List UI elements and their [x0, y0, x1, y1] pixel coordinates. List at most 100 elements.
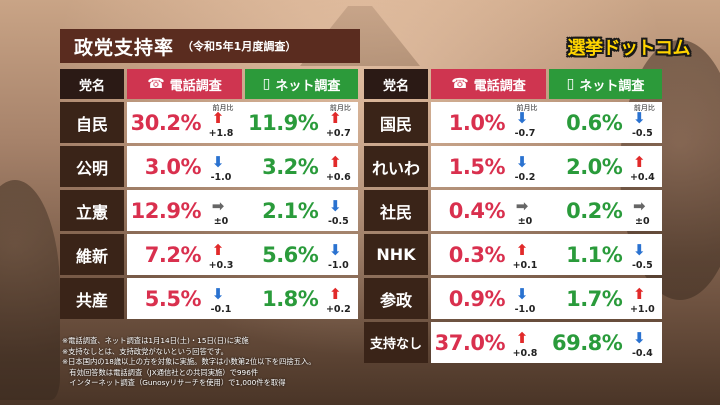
net-diff: -0.5 [631, 128, 653, 139]
phone-change: ⬆ +0.8 [505, 322, 545, 363]
party-name: 社民 [364, 190, 428, 231]
phone-diff: -0.2 [514, 172, 536, 183]
smartphone-icon: ▯ [566, 76, 575, 92]
phone-result: 37.0% ⬆ +0.8 [431, 322, 549, 363]
phone-result: 0.4% ➡ ±0 [431, 190, 549, 231]
phone-change: ⬆ +0.1 [505, 234, 545, 275]
party-name: 国民 [364, 102, 428, 143]
party-name: 共産 [60, 278, 124, 319]
table-row: れいわ 1.5% ⬇ -0.2 2.0% ⬆ +0.4 [364, 146, 662, 187]
net-percent: 5.6% [262, 242, 319, 267]
phone-result: 1.0% 前月比 ⬇ -0.7 [431, 102, 549, 143]
table-row: 自民 30.2% 前月比 ⬆ +1.8 11.9% 前月比 ⬆ +0.7 [60, 102, 358, 143]
net-result: 5.6% ⬇ -1.0 [245, 234, 358, 275]
phone-result: 30.2% 前月比 ⬆ +1.8 [127, 102, 245, 143]
row-values: 0.9% ⬇ -1.0 1.7% ⬆ +1.0 [431, 278, 662, 319]
trend-down-icon: ⬇ [329, 241, 342, 259]
phone-diff: ±0 [517, 216, 533, 227]
header-net-label: ネット調査 [275, 78, 341, 94]
table-row: 社民 0.4% ➡ ±0 0.2% ➡ ±0 [364, 190, 662, 231]
phone-percent: 30.2% [130, 110, 202, 135]
net-result: 1.7% ⬆ +1.0 [549, 278, 662, 319]
table-row: 支持なし 37.0% ⬆ +0.8 69.8% ⬇ -0.4 [364, 322, 662, 363]
net-result: 0.2% ➡ ±0 [549, 190, 662, 231]
trend-up-icon: ⬆ [211, 109, 225, 127]
trend-down-icon: ⬇ [633, 109, 646, 127]
phone-diff: -0.7 [514, 128, 536, 139]
phone-percent: 3.0% [144, 154, 202, 179]
net-result: 1.1% ⬇ -0.5 [549, 234, 662, 275]
row-values: 0.3% ⬆ +0.1 1.1% ⬇ -0.5 [431, 234, 662, 275]
net-diff: -0.5 [327, 216, 349, 227]
note-line: ※電話調査、ネット調査は1月14日(土)・15日(日)に実施 [62, 336, 249, 345]
trend-up-icon: ⬆ [329, 285, 342, 303]
phone-percent: 7.2% [144, 242, 202, 267]
net-change: ⬆ +0.4 [622, 146, 662, 187]
phone-change: ⬆ +0.3 [201, 234, 241, 275]
table-header: 党名 ☎ 電話調査 ▯ ネット調査 [364, 69, 662, 99]
net-change: ➡ ±0 [622, 190, 662, 231]
table-left: 党名 ☎ 電話調査 ▯ ネット調査 自民 30.2% 前月比 ⬆ +1.8 11.9% 前月… [60, 69, 358, 322]
note-line: インターネット調査（Gunosyリサーチを使用）で1,000件を取得 [62, 378, 286, 387]
net-percent: 2.0% [566, 154, 623, 179]
header-net: ▯ ネット調査 [549, 69, 662, 99]
phone-percent: 1.5% [448, 154, 506, 179]
phone-icon: ☎ [147, 76, 165, 92]
row-values: 37.0% ⬆ +0.8 69.8% ⬇ -0.4 [431, 322, 662, 363]
net-change: ⬇ -0.5 [622, 234, 662, 275]
trend-down-icon: ⬇ [515, 109, 529, 127]
phone-diff: +0.3 [208, 260, 234, 271]
net-change: ⬆ +0.2 [318, 278, 358, 319]
net-percent: 1.7% [566, 286, 623, 311]
trend-up-icon: ⬆ [329, 109, 342, 127]
net-diff: -0.5 [631, 260, 653, 271]
title-banner: 政党支持率 （令和5年1月度調査） [60, 29, 360, 63]
table-row: 立憲 12.9% ➡ ±0 2.1% ⬇ -0.5 [60, 190, 358, 231]
trend-down-icon: ⬇ [211, 285, 225, 303]
net-diff: +0.2 [325, 304, 351, 315]
party-name: 参政 [364, 278, 428, 319]
phone-result: 1.5% ⬇ -0.2 [431, 146, 549, 187]
note-line: 有効回答数は電話調査（JX通信社との共同実施）で996件 [62, 367, 259, 377]
row-values: 1.0% 前月比 ⬇ -0.7 0.6% 前月比 ⬇ -0.5 [431, 102, 662, 143]
trend-up-icon: ⬆ [515, 241, 529, 259]
phone-change: ➡ ±0 [505, 190, 545, 231]
phone-diff: ±0 [213, 216, 229, 227]
phone-result: 7.2% ⬆ +0.3 [127, 234, 245, 275]
prev-month-label: 前月比 [329, 104, 351, 112]
table-row: 公明 3.0% ⬇ -1.0 3.2% ⬆ +0.6 [60, 146, 358, 187]
party-name: NHK [364, 234, 428, 275]
trend-flat-icon: ➡ [515, 197, 529, 215]
header-phone: ☎ 電話調査 [431, 69, 546, 99]
phone-percent: 0.3% [448, 242, 506, 267]
phone-diff: +0.8 [512, 348, 538, 359]
table-row: NHK 0.3% ⬆ +0.1 1.1% ⬇ -0.5 [364, 234, 662, 275]
row-values: 5.5% ⬇ -0.1 1.8% ⬆ +0.2 [127, 278, 358, 319]
net-change: 前月比 ⬆ +0.7 [318, 102, 358, 143]
row-values: 30.2% 前月比 ⬆ +1.8 11.9% 前月比 ⬆ +0.7 [127, 102, 358, 143]
trend-down-icon: ⬇ [633, 329, 646, 347]
net-percent: 11.9% [247, 110, 319, 135]
net-change: ⬇ -0.5 [318, 190, 358, 231]
party-name: 支持なし [364, 322, 428, 363]
net-percent: 1.1% [566, 242, 623, 267]
net-result: 3.2% ⬆ +0.6 [245, 146, 358, 187]
net-result: 2.1% ⬇ -0.5 [245, 190, 358, 231]
phone-icon: ☎ [451, 76, 469, 92]
net-change: ⬆ +1.0 [622, 278, 662, 319]
net-percent: 0.6% [566, 110, 623, 135]
phone-change: ⬇ -1.0 [505, 278, 545, 319]
net-diff: -0.4 [631, 348, 653, 359]
net-result: 1.8% ⬆ +0.2 [245, 278, 358, 319]
phone-percent: 0.4% [448, 198, 506, 223]
phone-result: 3.0% ⬇ -1.0 [127, 146, 245, 187]
header-net-label: ネット調査 [579, 78, 645, 94]
prev-month-label: 前月比 [633, 104, 655, 112]
row-values: 12.9% ➡ ±0 2.1% ⬇ -0.5 [127, 190, 358, 231]
row-values: 3.0% ⬇ -1.0 3.2% ⬆ +0.6 [127, 146, 358, 187]
party-name: 自民 [60, 102, 124, 143]
phone-change: ⬇ -0.1 [201, 278, 241, 319]
header-phone-label: 電話調査 [169, 78, 222, 94]
trend-up-icon: ⬆ [515, 329, 529, 347]
net-diff: -1.0 [327, 260, 349, 271]
